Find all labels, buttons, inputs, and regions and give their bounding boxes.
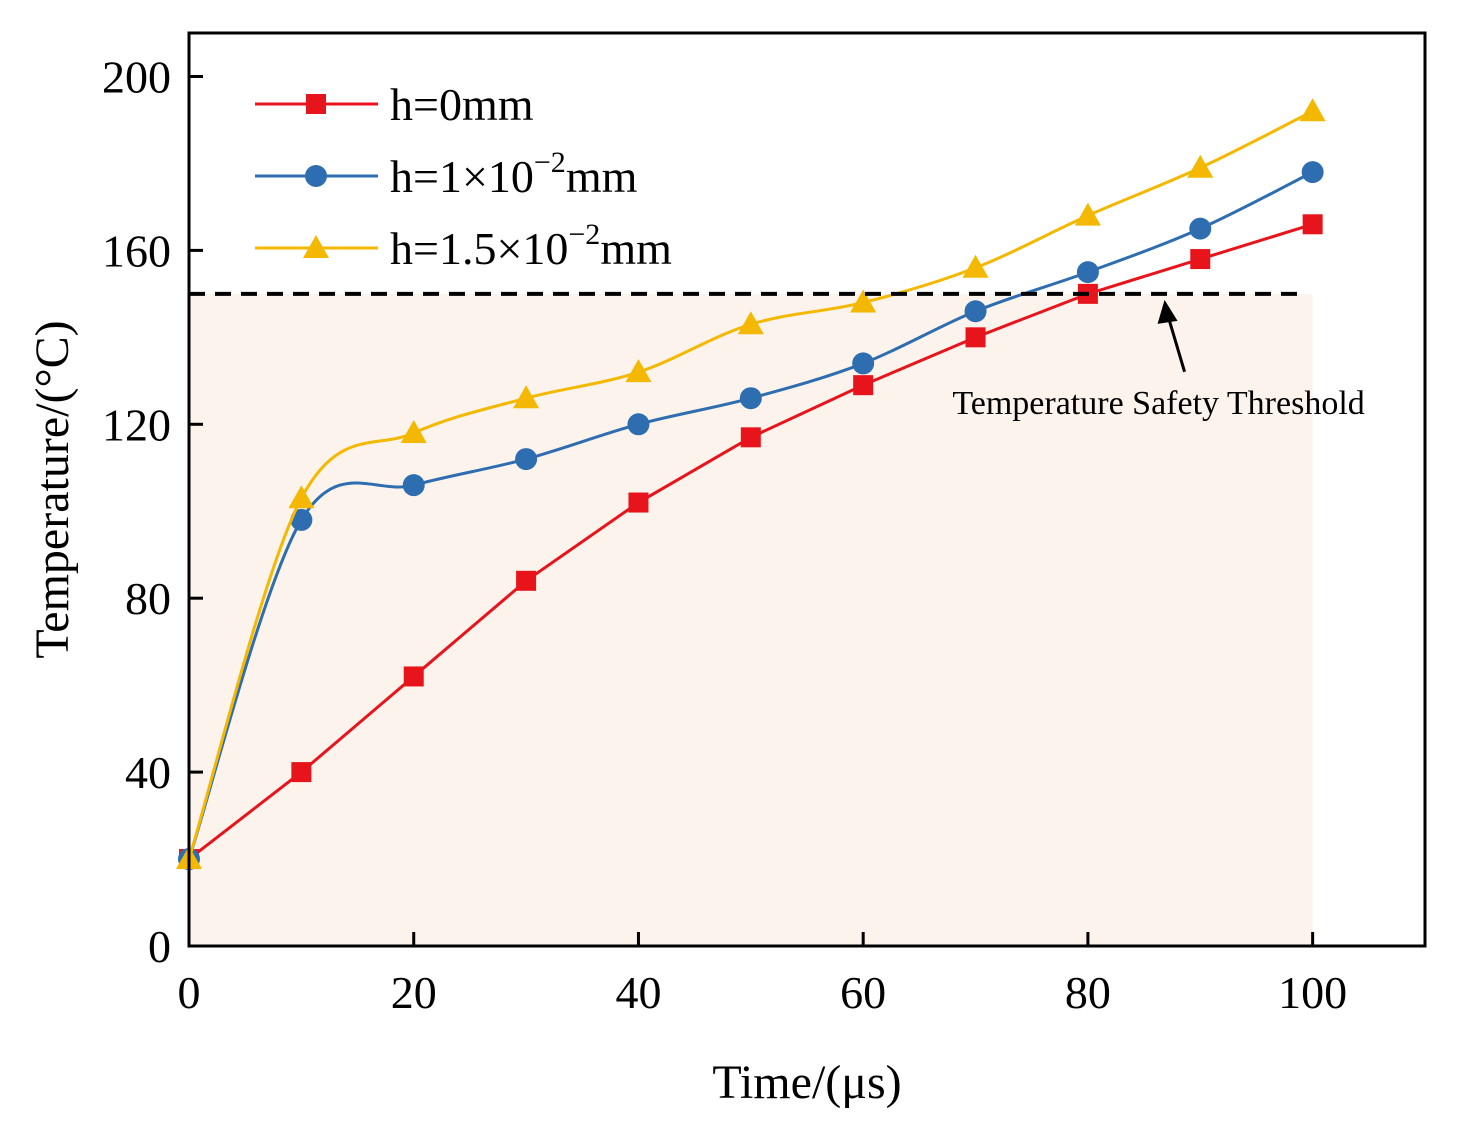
data-point-circle <box>402 474 425 497</box>
legend-marker <box>306 94 326 114</box>
data-point-triangle <box>288 485 315 509</box>
data-point-circle <box>515 448 538 471</box>
y-tick-label: 200 <box>102 51 171 102</box>
data-point-square <box>740 427 761 448</box>
legend-marker <box>303 235 329 258</box>
x-tick-label: 20 <box>391 967 437 1018</box>
data-point-square <box>291 762 312 783</box>
x-tick-label: 100 <box>1278 967 1347 1018</box>
data-point-triangle <box>513 385 540 409</box>
threshold-arrow-head <box>1157 299 1178 324</box>
data-point-circle <box>739 387 762 410</box>
data-point-square <box>965 327 986 348</box>
y-tick-label: 0 <box>148 921 171 972</box>
legend-label: h=1.5×10−2mm <box>390 218 672 274</box>
data-point-triangle <box>1187 154 1214 178</box>
threshold-arrow <box>1167 317 1187 373</box>
data-point-square <box>516 570 537 591</box>
data-point-circle <box>1076 261 1099 284</box>
series-line-triangle <box>187 109 1314 860</box>
data-point-triangle <box>400 419 427 443</box>
legend-item-square: h=0mm <box>255 79 534 130</box>
legend-item-circle: h=1×10−2mm <box>255 146 638 202</box>
data-point-circle <box>1301 161 1324 184</box>
data-point-triangle <box>625 359 652 383</box>
data-point-square <box>1302 214 1323 235</box>
data-point-square <box>853 375 874 396</box>
data-point-circle <box>1189 217 1212 240</box>
y-tick-label: 160 <box>102 225 171 276</box>
data-point-square <box>403 666 424 687</box>
plot-frame <box>187 31 1427 948</box>
legend-marker <box>305 165 327 187</box>
data-point-triangle <box>1299 98 1326 122</box>
data-point-circle <box>627 413 650 436</box>
data-point-circle <box>290 508 313 531</box>
x-tick-label: 80 <box>1065 967 1111 1018</box>
series-triangle <box>176 98 1326 870</box>
data-point-circle <box>852 352 875 375</box>
x-tick-label: 40 <box>615 967 661 1018</box>
series-layer <box>176 98 1326 871</box>
legend-label: h=0mm <box>390 79 534 130</box>
data-point-triangle <box>850 289 877 313</box>
x-tick-label: 0 <box>178 967 201 1018</box>
y-axis-label: Temperature/(°C) <box>26 320 79 658</box>
legend-label: h=1×10−2mm <box>390 146 638 202</box>
legend: h=0mm h=1×10−2mm h=1.5×10−2mm <box>255 79 672 274</box>
data-point-triangle <box>737 311 764 335</box>
y-axis-ticks: 0 40 80 120 160 200 <box>102 51 203 972</box>
x-tick-label: 60 <box>840 967 886 1018</box>
data-point-triangle <box>1074 202 1101 226</box>
data-point-circle <box>964 300 987 323</box>
data-point-triangle <box>962 254 989 278</box>
legend-item-triangle: h=1.5×10−2mm <box>255 218 672 274</box>
series-line-circle <box>187 170 1314 860</box>
x-axis-label: Time/(μs) <box>712 1056 901 1109</box>
data-point-square <box>628 492 649 513</box>
y-tick-label: 40 <box>125 747 171 798</box>
x-axis-ticks: 0 20 40 60 80 100 <box>178 932 1347 1018</box>
threshold-label: Temperature Safety Threshold <box>952 385 1364 422</box>
data-point-square <box>1190 249 1211 270</box>
y-tick-label: 120 <box>102 399 171 450</box>
y-tick-label: 80 <box>125 573 171 624</box>
